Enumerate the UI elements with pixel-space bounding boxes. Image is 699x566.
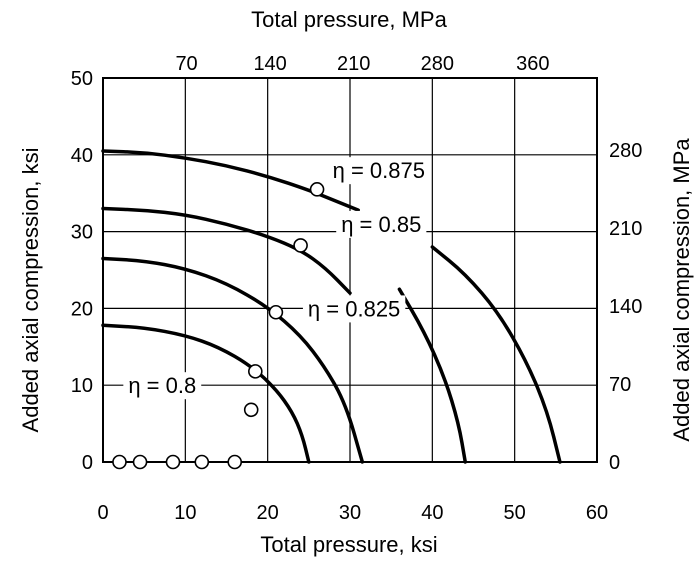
x2-tick-label: 210 xyxy=(337,53,370,75)
data-point xyxy=(194,454,210,470)
x-tick-label: 60 xyxy=(586,502,608,524)
y-tick-label: 10 xyxy=(71,375,93,397)
y2-tick-label: 140 xyxy=(609,296,642,318)
curve-line-0 xyxy=(101,323,311,464)
curve-line-2-outer xyxy=(397,287,468,464)
data-point xyxy=(309,182,325,197)
data-point xyxy=(165,454,181,470)
y2-tick-label: 280 xyxy=(609,140,642,162)
data-points xyxy=(112,182,325,470)
curve-line-2 xyxy=(101,206,352,295)
x-axis-title: Total pressure, ksi xyxy=(260,532,437,557)
curve-line-3 xyxy=(101,149,360,212)
curve-label-background xyxy=(302,295,406,323)
x2-tick-label: 360 xyxy=(516,53,549,75)
y-tick-label: 50 xyxy=(71,68,93,90)
plot-frame xyxy=(102,77,598,463)
y-tick-label: 20 xyxy=(71,298,93,320)
x-tick-label: 20 xyxy=(257,502,279,524)
x-tick-label: 30 xyxy=(339,502,361,524)
curve-label-group: η = 0.8 xyxy=(123,372,202,400)
data-point xyxy=(248,364,263,379)
y2-axis-title: Added axial compression, MPa xyxy=(669,138,694,442)
x2-tick-label: 70 xyxy=(175,53,197,75)
x-tick-label: 10 xyxy=(174,502,196,524)
y-tick-label: 40 xyxy=(71,145,93,167)
curves xyxy=(101,149,562,464)
data-point xyxy=(132,454,148,470)
y-axis-title: Added axial compression, ksi xyxy=(18,148,43,433)
data-point xyxy=(112,454,127,470)
grid xyxy=(102,77,598,463)
data-point xyxy=(293,238,308,253)
axis-titles: Total pressure, ksi Total pressure, MPa … xyxy=(18,7,694,557)
curve-label: η = 0.85 xyxy=(341,212,421,237)
x2-tick-label: 280 xyxy=(421,53,454,75)
y2-tick-label: 0 xyxy=(609,452,620,474)
curve-label-group: η = 0.875 xyxy=(327,157,431,185)
curve-label: η = 0.875 xyxy=(333,158,425,183)
curve-label-background xyxy=(336,210,427,238)
y2-tick-label: 210 xyxy=(609,218,642,240)
curve-label-group: η = 0.85 xyxy=(336,210,427,238)
y2-tick-label: 70 xyxy=(609,374,631,396)
data-point xyxy=(227,454,243,470)
curve-line-3-outer xyxy=(430,245,562,464)
y-tick-label: 0 xyxy=(82,452,93,474)
curve-label-background xyxy=(327,157,431,185)
x2-tick-label: 140 xyxy=(253,53,286,75)
curve-label-group: η = 0.825 xyxy=(302,295,406,323)
y-tick-label: 30 xyxy=(71,222,93,244)
data-point xyxy=(243,402,259,418)
curve-label: η = 0.8 xyxy=(128,373,196,398)
x2-axis-title: Total pressure, MPa xyxy=(251,7,447,32)
curve-label: η = 0.825 xyxy=(308,296,400,321)
curve-label-background xyxy=(123,372,202,400)
curve-labels: η = 0.8 η = 0.825 η = 0.85 η = 0.875 xyxy=(123,157,431,400)
x-tick-label: 50 xyxy=(504,502,526,524)
curve-line-1 xyxy=(101,256,365,464)
x-tick-label: 40 xyxy=(421,502,443,524)
tick-labels: 0 10 20 30 40 50 60 0 10 20 30 40 50 70 140 210 280 360 0 7… xyxy=(71,53,643,524)
x-tick-label: 0 xyxy=(97,502,108,524)
data-point xyxy=(268,304,284,320)
